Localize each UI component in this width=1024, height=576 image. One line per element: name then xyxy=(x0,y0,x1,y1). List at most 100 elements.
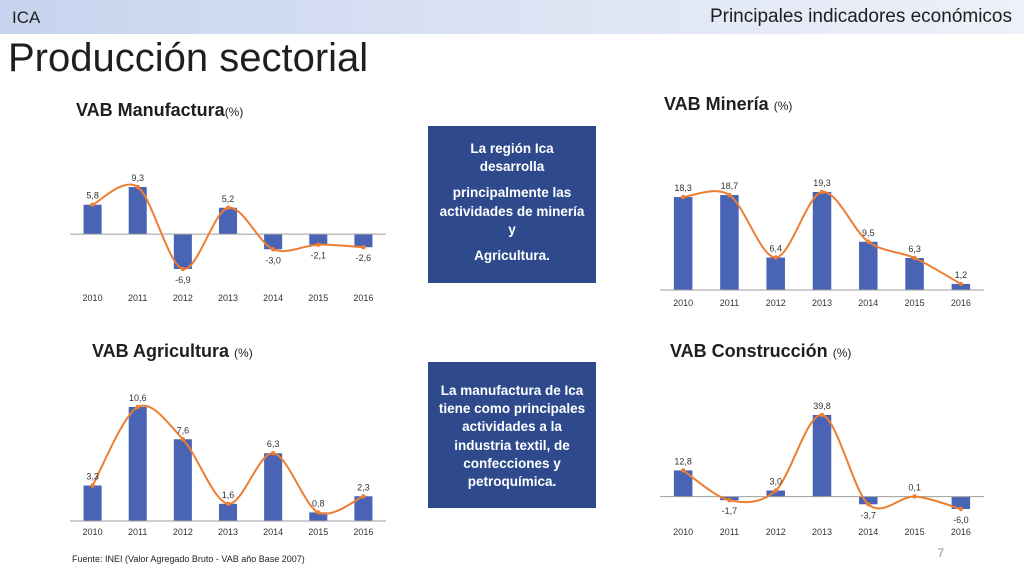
data-label: -6,0 xyxy=(953,515,969,525)
trend-point-2014 xyxy=(270,247,276,252)
trend-point-2013 xyxy=(819,412,825,418)
data-label: 9,3 xyxy=(131,173,144,183)
page-title: Producción sectorial xyxy=(8,36,369,80)
chart-agricultura: 3,3 2010 10,6 2011 7,6 2012 1,6 2013 6,3 2014 0,8 2… xyxy=(70,393,386,537)
bar-2016 xyxy=(951,283,971,290)
trend-point-2011 xyxy=(727,497,732,503)
tick-label: 2013 xyxy=(812,527,832,537)
bar-2014 xyxy=(859,241,878,290)
bar-2014 xyxy=(264,234,283,250)
header-bar: ICA Principales indicadores económicos xyxy=(0,0,1024,34)
bar-2011 xyxy=(128,187,147,235)
tick-label: 2011 xyxy=(720,527,739,537)
data-label: -2,1 xyxy=(311,251,327,261)
chart-title-text: VAB Minería xyxy=(664,94,769,114)
chart-title-mineria: VAB Minería (%) xyxy=(664,94,792,115)
tick-label: 2010 xyxy=(83,527,103,537)
data-label: 12,8 xyxy=(674,456,692,466)
tick-label: 2011 xyxy=(128,293,147,303)
data-label: 6,3 xyxy=(267,439,280,449)
bar-2013 xyxy=(812,415,832,497)
trend-point-2015 xyxy=(316,510,321,515)
data-label: 3,0 xyxy=(769,477,782,487)
trend-point-2013 xyxy=(225,205,231,210)
data-label: 10,6 xyxy=(129,393,147,403)
tick-label: 2014 xyxy=(858,298,878,308)
trend-point-2016 xyxy=(361,494,366,499)
trend-point-2010 xyxy=(90,202,95,207)
tick-label: 2010 xyxy=(673,298,693,308)
note-line: Agricultura. xyxy=(474,248,550,264)
tick-label: 2012 xyxy=(766,298,786,308)
trend-point-2013 xyxy=(819,189,825,195)
bar-2012 xyxy=(766,490,785,497)
chart-manufactura: 5,8 2010 9,3 2011 -6,9 2012 5,2 2013 -3,0 2014 -2,… xyxy=(70,173,386,303)
chart-title-agricultura: VAB Agricultura (%) xyxy=(92,341,253,362)
note-mineria: La región Ica desarrolla principalmente … xyxy=(428,126,596,283)
trend-point-2014 xyxy=(270,451,276,456)
data-label: 0,8 xyxy=(312,498,325,508)
trend-point-2012 xyxy=(773,255,778,260)
bar-2010 xyxy=(673,197,693,290)
data-label: 6,4 xyxy=(769,244,782,254)
tick-label: 2015 xyxy=(308,527,328,537)
bar-2016 xyxy=(951,496,971,509)
section-headline: Principales indicadores económicos xyxy=(709,6,1012,27)
trend-point-2015 xyxy=(912,494,917,499)
bar-2015 xyxy=(309,234,328,245)
trend-point-2011 xyxy=(727,192,732,198)
bar-2012 xyxy=(173,439,192,521)
data-label: -6,9 xyxy=(175,275,191,285)
tick-label: 2015 xyxy=(905,298,925,308)
trend-point-2014 xyxy=(866,502,871,507)
tick-label: 2016 xyxy=(353,527,373,537)
source-note: Fuente: INEI (Valor Agregado Bruto - VAB… xyxy=(72,554,305,564)
trend-point-2012 xyxy=(180,266,186,272)
trend-point-2012 xyxy=(180,437,186,442)
bar-2010 xyxy=(83,204,102,235)
data-label: 18,3 xyxy=(674,183,692,193)
tick-label: 2013 xyxy=(218,527,238,537)
bar-2013 xyxy=(812,192,832,290)
data-label: 19,3 xyxy=(813,178,831,188)
trend-point-2015 xyxy=(912,255,917,261)
trend-point-2010 xyxy=(680,468,686,473)
bar-2011 xyxy=(720,195,739,290)
trend-point-2014 xyxy=(866,239,871,244)
bar-2015 xyxy=(309,512,328,521)
chart-unit: (%) xyxy=(234,346,253,360)
tick-label: 2011 xyxy=(720,298,739,308)
trend-point-2010 xyxy=(90,483,95,488)
bar-2010 xyxy=(83,485,102,521)
bar-2015 xyxy=(905,258,924,290)
data-label: 3,3 xyxy=(86,472,99,482)
data-label: 6,3 xyxy=(908,244,921,254)
data-label: 7,6 xyxy=(177,425,190,435)
tick-label: 2014 xyxy=(263,527,283,537)
tick-label: 2012 xyxy=(173,527,193,537)
bar-2013 xyxy=(218,503,238,521)
bar-2016 xyxy=(354,234,373,248)
bar-2012 xyxy=(173,234,192,269)
data-label: 5,8 xyxy=(86,191,99,201)
bar-2013 xyxy=(218,207,238,235)
region-tag: ICA xyxy=(12,8,41,27)
chart-unit: (%) xyxy=(773,99,793,113)
bar-2011 xyxy=(128,407,147,521)
trend-point-2013 xyxy=(225,501,231,506)
tick-label: 2015 xyxy=(905,527,925,537)
data-label: -2,6 xyxy=(356,253,372,263)
page-number: 7 xyxy=(937,546,944,560)
bar-2014 xyxy=(859,496,878,505)
data-label: 5,2 xyxy=(222,194,235,204)
chart-unit: (%) xyxy=(832,346,852,360)
bar-2016 xyxy=(354,496,373,521)
trend-point-2011 xyxy=(135,404,140,410)
bar-2014 xyxy=(264,453,283,521)
trend-point-2015 xyxy=(316,242,321,247)
trend-point-2016 xyxy=(958,281,964,287)
tick-label: 2012 xyxy=(173,293,193,303)
tick-label: 2012 xyxy=(766,527,786,537)
chart-mineria: 18,3 2010 18,7 2011 6,4 2012 19,3 2013 9,5 2014 6,… xyxy=(660,178,984,308)
data-label: 1,2 xyxy=(955,270,968,280)
